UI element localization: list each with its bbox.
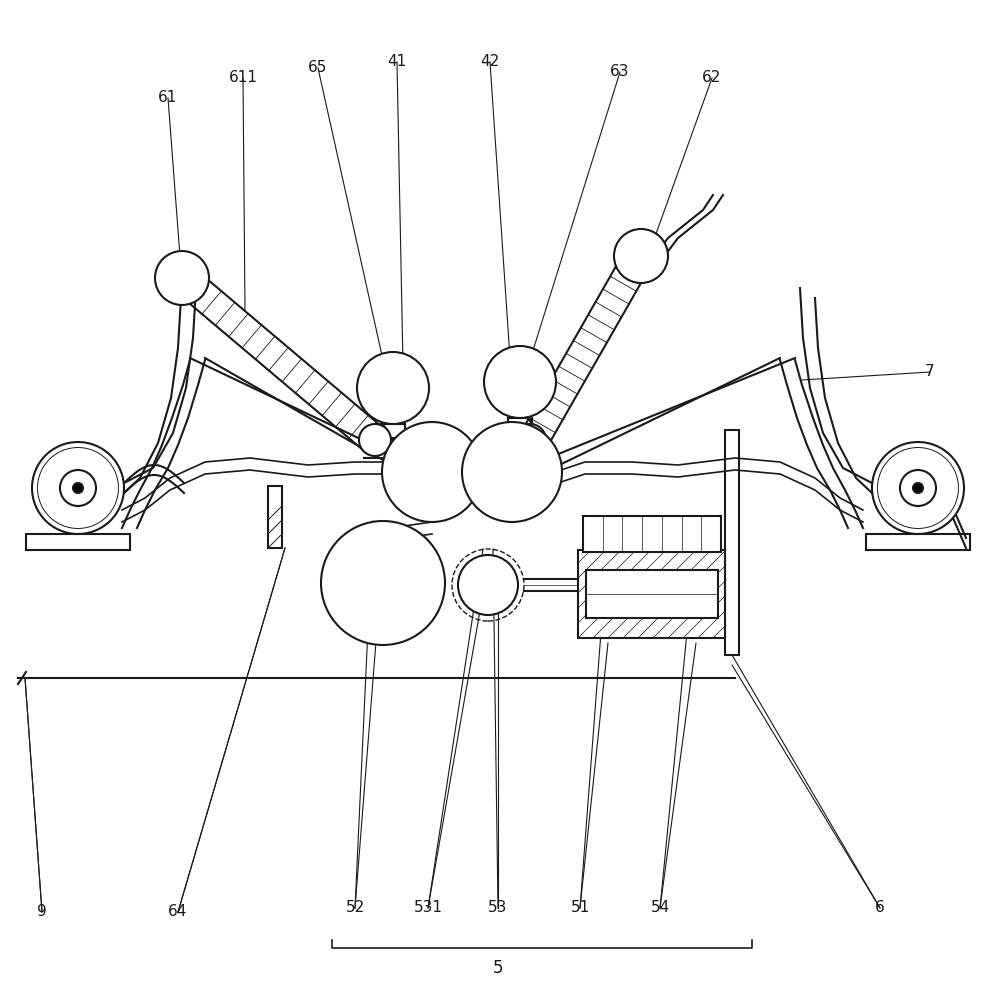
Text: 51: 51 — [571, 900, 590, 916]
Circle shape — [32, 442, 124, 534]
Text: 63: 63 — [611, 64, 629, 80]
Text: 65: 65 — [309, 60, 328, 76]
Text: 53: 53 — [488, 900, 508, 916]
Text: 42: 42 — [480, 54, 500, 70]
Text: 41: 41 — [387, 54, 406, 70]
Bar — [268, 486, 282, 548]
Text: 61: 61 — [158, 91, 177, 105]
Bar — [583, 516, 721, 552]
Polygon shape — [522, 251, 651, 445]
Bar — [586, 570, 718, 618]
Circle shape — [462, 422, 562, 522]
Bar — [866, 534, 970, 550]
Text: 52: 52 — [346, 900, 365, 916]
Text: 54: 54 — [650, 900, 669, 916]
Text: 7: 7 — [925, 364, 935, 379]
Circle shape — [321, 521, 445, 645]
Bar — [26, 534, 130, 550]
Circle shape — [155, 251, 209, 305]
Text: 531: 531 — [413, 900, 442, 916]
Circle shape — [614, 229, 668, 283]
Circle shape — [73, 483, 83, 493]
Text: 6: 6 — [875, 900, 884, 916]
Circle shape — [514, 424, 546, 456]
Bar — [578, 550, 726, 638]
Circle shape — [357, 352, 429, 424]
Circle shape — [458, 555, 518, 615]
Bar — [725, 430, 739, 655]
Polygon shape — [175, 269, 381, 449]
Text: 62: 62 — [702, 70, 722, 86]
Circle shape — [359, 424, 391, 456]
Circle shape — [900, 470, 936, 506]
Text: 9: 9 — [37, 904, 47, 920]
Circle shape — [484, 346, 556, 418]
Text: 611: 611 — [228, 70, 258, 86]
Circle shape — [60, 470, 96, 506]
Circle shape — [382, 422, 482, 522]
Circle shape — [913, 483, 923, 493]
Circle shape — [872, 442, 964, 534]
Text: 64: 64 — [168, 904, 187, 920]
Text: 5: 5 — [493, 959, 503, 977]
